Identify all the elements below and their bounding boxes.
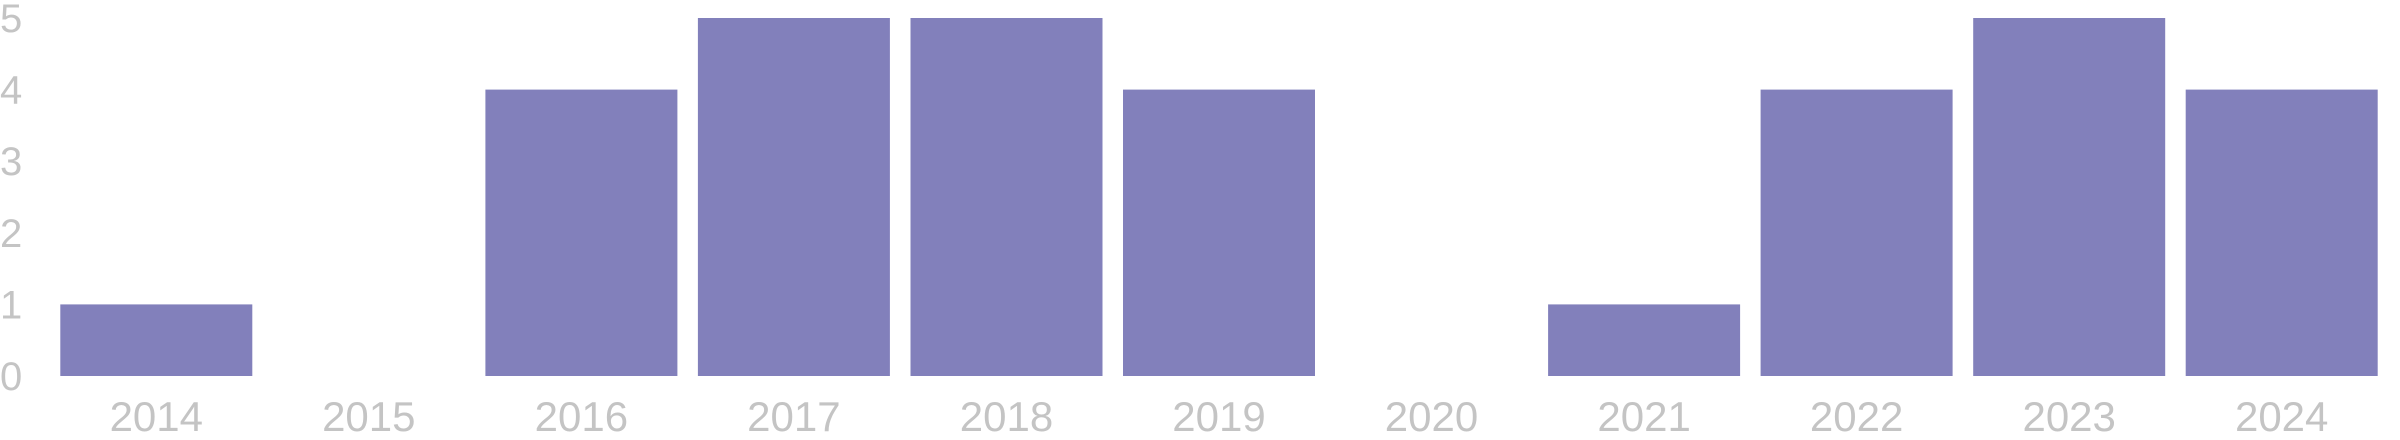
x-tick-label: 2018 bbox=[960, 393, 1053, 435]
bar-2021 bbox=[1548, 304, 1741, 376]
y-axis-ticks: 0 1 2 3 4 5 bbox=[0, 0, 22, 399]
x-axis-ticks: 2014 2015 2016 2017 2018 2019 2020 2021 2022 2023… bbox=[110, 393, 2329, 440]
x-tick-label: 2014 bbox=[110, 393, 203, 435]
bar-2024 bbox=[2185, 89, 2378, 376]
x-tick-label: 2022 bbox=[1810, 393, 1903, 435]
x-tick-label: 2017 bbox=[747, 393, 840, 435]
bar-2022 bbox=[1760, 89, 1953, 376]
y-tick-label: 0 bbox=[0, 355, 22, 399]
x-tick-label: 2015 bbox=[322, 393, 415, 435]
bar-2019 bbox=[1123, 89, 1315, 376]
y-tick-label: 3 bbox=[0, 140, 22, 184]
x-tick-label: 2020 bbox=[1385, 393, 1478, 435]
bar-2023 bbox=[1973, 18, 2166, 376]
x-tick-label: 2016 bbox=[535, 393, 628, 435]
y-tick-label: 5 bbox=[0, 0, 22, 41]
bar-2016 bbox=[485, 89, 678, 376]
x-tick-label: 2019 bbox=[1172, 393, 1265, 435]
bar-2018 bbox=[910, 18, 1103, 376]
y-tick-label: 2 bbox=[0, 212, 22, 256]
y-tick-label: 1 bbox=[0, 283, 22, 327]
bar-2017 bbox=[697, 18, 890, 376]
x-tick-label: 2024 bbox=[2235, 393, 2328, 435]
bar-2014 bbox=[60, 304, 253, 376]
x-tick-label: 2023 bbox=[2022, 393, 2115, 435]
x-tick-label: 2021 bbox=[1597, 393, 1690, 435]
bars-group bbox=[60, 18, 2378, 376]
y-tick-label: 4 bbox=[0, 69, 22, 113]
